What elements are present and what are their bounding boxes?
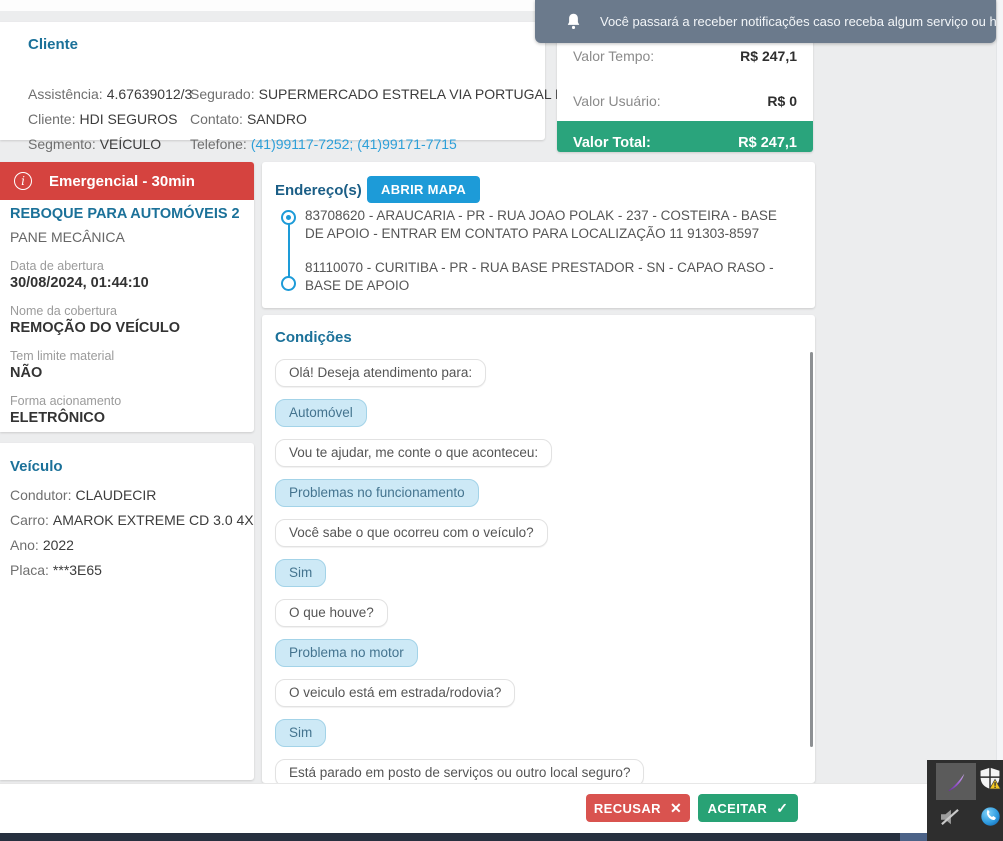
valor-total-bar: Valor Total: R$ 247,1 [557, 121, 813, 152]
valor-usuario-row: Valor Usuário: R$ 0 [557, 93, 813, 109]
assistencia-field: Assistência: 4.67639012/3 [28, 86, 192, 102]
cobertura-value: REMOÇÃO DO VEÍCULO [10, 320, 180, 336]
ano-label: Ano: [10, 537, 39, 553]
condutor-value: CLAUDECIR [75, 487, 157, 503]
route-line [288, 224, 290, 278]
security-shield-warning-icon[interactable] [977, 765, 1003, 791]
check-icon: ✓ [776, 799, 789, 816]
telefone-label: Telefone: [190, 136, 247, 152]
veiculo-title: Veículo [10, 458, 63, 475]
cobertura-label: Nome da cobertura [10, 304, 118, 318]
notification-toast: Você passará a receber notificações caso… [535, 0, 996, 43]
condutor-label: Condutor: [10, 487, 72, 503]
chat-bubble-answer: Sim [275, 719, 327, 747]
enderecos-card: Endereço(s) ABRIR MAPA 83708620 - ARAUCA… [262, 162, 815, 308]
data-abertura-label: Data de abertura [10, 259, 104, 273]
cliente-value: HDI SEGUROS [79, 111, 178, 127]
chat-bubble-answer: Problema no motor [275, 639, 418, 667]
valor-usuario-value: R$ 0 [767, 93, 797, 109]
contato-value: SANDRO [246, 111, 307, 127]
phone-icon[interactable] [977, 803, 1003, 829]
cliente-card: Cliente Assistência: 4.67639012/3 Cliente… [0, 22, 590, 152]
valor-total-label: Valor Total: [573, 134, 651, 151]
telefone-field: Telefone: (41)99117-7252; (41)99171-7715 [190, 136, 457, 152]
valor-tempo-row: Valor Tempo: R$ 247,1 [557, 48, 813, 64]
emergencial-banner: i Emergencial - 30min [0, 162, 254, 200]
valor-total-value: R$ 247,1 [738, 134, 797, 151]
page-vertical-scrollbar[interactable] [996, 0, 1003, 841]
aceitar-button[interactable]: ACEITAR ✓ [698, 794, 798, 822]
segmento-value: VEÍCULO [99, 136, 162, 152]
emergencial-label: Emergencial - 30min [49, 172, 195, 190]
condicoes-card: Condições Olá! Deseja atendimento para: … [262, 315, 815, 783]
valor-tempo-value: R$ 247,1 [740, 48, 797, 64]
cliente-label: Cliente: [28, 111, 76, 127]
limite-material-value: NÃO [10, 365, 43, 381]
placa-value: ***3E65 [52, 562, 102, 578]
abrir-mapa-button[interactable]: ABRIR MAPA [367, 176, 481, 203]
cliente-field: Cliente: HDI SEGUROS [28, 111, 177, 127]
bell-icon [567, 13, 580, 30]
ano-field: Ano: 2022 [10, 537, 74, 553]
data-abertura-value: 30/08/2024, 01:44:10 [10, 275, 149, 291]
page-horizontal-scrollbar[interactable] [0, 833, 1003, 841]
info-icon: i [14, 172, 32, 190]
cliente-title: Cliente [28, 36, 79, 53]
assistencia-value: 4.67639012/3 [106, 86, 193, 102]
forma-acionamento-label: Forma acionamento [10, 394, 122, 408]
recusar-label: RECUSAR [593, 800, 661, 816]
servico-body: REBOQUE PARA AUTOMÓVEIS 2 PANE MECÂNICA … [10, 206, 244, 439]
servico-card: i Emergencial - 30min REBOQUE PARA AUTOM… [0, 162, 254, 432]
telefone-link[interactable]: (41)99117-7252; (41)99171-7715 [250, 136, 457, 152]
condicoes-title: Condições [275, 329, 352, 346]
carro-field: Carro: AMAROK EXTREME CD 3.0 4X [10, 512, 254, 528]
segurado-label: Segurado: [190, 86, 255, 102]
chat-bubble-question: Vou te ajudar, me conte o que aconteceu: [275, 439, 553, 467]
notification-text: Você passará a receber notificações caso… [600, 14, 996, 29]
screen-pen-icon[interactable] [936, 763, 976, 800]
placa-label: Placa: [10, 562, 49, 578]
x-icon: ✕ [669, 799, 683, 816]
chat-scrollbar-thumb[interactable] [810, 352, 813, 747]
veiculo-card: Veículo Condutor: CLAUDECIR Carro: AMAROK … [0, 443, 254, 780]
enderecos-title: Endereço(s) [275, 182, 362, 199]
chat-bubble-answer: Problemas no funcionamento [275, 479, 479, 507]
action-footer: RECUSAR ✕ ACEITAR ✓ [0, 783, 1003, 833]
servico-subtitulo: PANE MECÂNICA [10, 229, 125, 245]
origin-dot-icon [281, 210, 296, 225]
chat-bubble-question: Você sabe o que ocorreu com o veículo? [275, 519, 548, 547]
forma-acionamento-value: ELETRÔNICO [10, 410, 106, 426]
carro-label: Carro: [10, 512, 49, 528]
top-strip [0, 0, 1003, 11]
chat-bubble-question: O que houve? [275, 599, 388, 627]
chat-bubble-answer: Automóvel [275, 399, 367, 427]
segurado-value: SUPERMERCADO ESTRELA VIA PORTUGAL LTDA [258, 86, 590, 102]
valor-usuario-label: Valor Usuário: [573, 93, 661, 109]
destination-dot-icon [281, 276, 296, 291]
ano-value: 2022 [42, 537, 74, 553]
address-destination: 81110070 - CURITIBA - PR - RUA BASE PRES… [305, 260, 774, 293]
system-tray-popup [927, 760, 1003, 841]
segmento-label: Segmento: [28, 136, 96, 152]
condutor-field: Condutor: CLAUDECIR [10, 487, 156, 503]
limite-material-label: Tem limite material [10, 349, 115, 363]
chat-bubble-question: O veiculo está em estrada/rodovia? [275, 679, 516, 707]
carro-value: AMAROK EXTREME CD 3.0 4X [52, 512, 254, 528]
segmento-field: Segmento: VEÍCULO [28, 136, 161, 152]
servico-titulo: REBOQUE PARA AUTOMÓVEIS 2 [10, 206, 240, 222]
chat-bubble-question: Está parado em posto de serviços ou outr… [275, 759, 645, 783]
chat-bubble-question: Olá! Deseja atendimento para: [275, 359, 487, 387]
chat-bubble-answer: Sim [275, 559, 327, 587]
contato-label: Contato: [190, 111, 243, 127]
aceitar-label: ACEITAR [707, 800, 768, 816]
assistencia-label: Assistência: [28, 86, 103, 102]
valor-tempo-label: Valor Tempo: [573, 48, 655, 64]
recusar-button[interactable]: RECUSAR ✕ [586, 794, 690, 822]
address-origin: 83708620 - ARAUCARIA - PR - RUA JOAO POL… [305, 208, 777, 241]
placa-field: Placa: ***3E65 [10, 562, 102, 578]
segurado-field: Segurado: SUPERMERCADO ESTRELA VIA PORTUG… [190, 86, 590, 102]
contato-field: Contato: SANDRO [190, 111, 307, 127]
volume-muted-icon[interactable] [936, 805, 964, 829]
